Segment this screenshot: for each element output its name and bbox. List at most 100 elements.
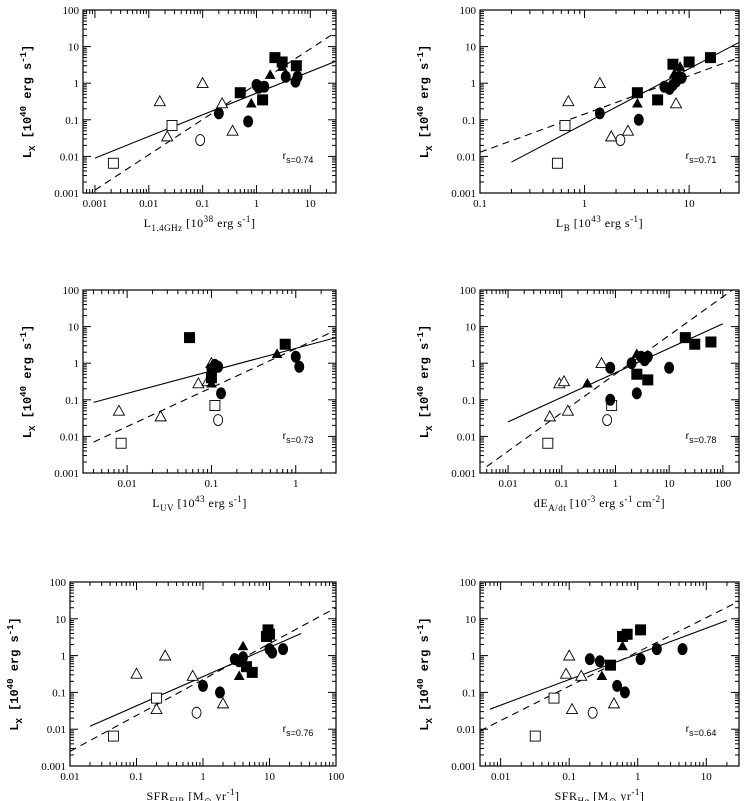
y-tick-label: 0.001	[54, 188, 79, 200]
data-point-filled-circle	[605, 361, 616, 374]
x-tick-label: 1	[200, 771, 206, 783]
data-point-filled-circle	[594, 107, 605, 120]
y-tick-label: 10	[465, 614, 477, 626]
data-point-filled-circle	[664, 361, 675, 374]
data-point-open-triangle	[593, 76, 607, 89]
data-point-filled-square	[683, 56, 695, 68]
y-axis-label: LX [1040 erg s-1]	[19, 45, 38, 158]
y-tick-label: 10	[465, 322, 477, 334]
data-point-filled-circle	[267, 646, 278, 659]
y-tick-label: 100	[460, 577, 477, 589]
x-tick-label: 0.1	[205, 478, 219, 490]
x-tick-label: 0.1	[473, 198, 487, 210]
data-point-filled-circle	[584, 653, 595, 666]
data-point-open-triangle	[158, 649, 172, 661]
data-point-open-triangle	[595, 356, 608, 369]
y-tick-label: 0.1	[52, 687, 66, 699]
y-tick-label: 1	[74, 78, 80, 90]
y-tick-label: 10	[68, 322, 80, 334]
data-point-open-triangle	[186, 669, 199, 681]
data-point-open-circle	[213, 414, 224, 426]
data-point-filled-triangle	[668, 68, 680, 78]
data-point-filled-square	[246, 666, 258, 678]
data-point-open-circle	[587, 706, 598, 719]
x-tick-label: 1	[582, 198, 588, 210]
data-point-open-triangle	[150, 702, 163, 715]
data-point-open-triangle	[192, 377, 205, 389]
y-tick-label: 100	[50, 577, 67, 589]
data-point-filled-square	[234, 87, 246, 99]
y-tick-label: 100	[460, 285, 477, 297]
data-point-open-triangle	[559, 667, 573, 679]
data-point-filled-square	[290, 60, 302, 72]
data-point-filled-circle	[631, 387, 642, 400]
x-tick-label: 100	[328, 771, 345, 783]
data-point-filled-triangle	[596, 670, 608, 681]
data-point-open-square	[551, 157, 563, 169]
data-point-filled-square	[679, 332, 691, 344]
x-tick-label: 0.01	[117, 478, 136, 490]
data-point-filled-square	[631, 368, 643, 380]
data-point-open-triangle	[562, 94, 575, 107]
correlation-label: rs=0.71	[686, 150, 717, 165]
chart-panel-4: 0.001 0.01 0.1 1 10 100 0.01 0.1 1 10 100 dEA/dt [1…	[416, 285, 740, 513]
data-point-filled-triangle	[237, 640, 249, 651]
y-tick-label: 0.01	[47, 724, 66, 736]
y-tick-label: 100	[63, 5, 80, 17]
x-tick-label: 10	[664, 478, 676, 490]
chart-panel-3: 0.001 0.01 0.1 1 10 100 0.01 0.1 1 LUV [1043 erg …	[19, 285, 337, 513]
data-point-filled-square	[257, 94, 269, 106]
data-point-filled-triangle	[233, 670, 245, 681]
data-point-open-square	[542, 437, 554, 449]
x-tick-label: 0.1	[555, 478, 569, 490]
data-point-filled-square	[704, 52, 716, 64]
correlation-label: rs=0.74	[283, 150, 314, 165]
data-point-open-square	[107, 730, 119, 742]
y-tick-label: 0.01	[457, 151, 476, 163]
x-tick-label: 10	[701, 771, 713, 783]
data-point-filled-circle	[290, 350, 301, 363]
y-tick-label: 1	[471, 78, 477, 90]
data-point-filled-circle	[213, 107, 224, 120]
data-point-filled-circle	[605, 393, 616, 406]
correlation-label: rs=0.73	[283, 430, 314, 445]
data-point-open-triangle	[669, 97, 683, 109]
data-point-filled-circle	[626, 357, 637, 370]
data-point-filled-circle	[259, 80, 270, 93]
data-point-open-triangle	[561, 404, 575, 416]
data-point-filled-triangle	[632, 97, 643, 108]
data-point-open-triangle	[565, 702, 579, 715]
fit-line-solid	[511, 41, 739, 163]
data-point-open-triangle	[557, 374, 571, 387]
x-tick-label: 0.001	[83, 198, 108, 210]
y-tick-label: 0.001	[54, 468, 79, 480]
data-point-open-triangle	[153, 94, 167, 107]
x-tick-label: 0.01	[491, 771, 510, 783]
data-point-filled-circle	[214, 686, 225, 699]
y-tick-label: 10	[68, 42, 80, 54]
data-point-filled-triangle	[271, 348, 283, 358]
data-point-filled-circle	[280, 70, 291, 83]
data-point-open-circle	[195, 134, 206, 146]
data-point-filled-triangle	[582, 377, 593, 388]
data-point-filled-square	[652, 94, 664, 106]
data-point-filled-square	[689, 338, 701, 350]
data-point-filled-circle	[633, 113, 644, 126]
data-point-filled-square	[705, 336, 717, 348]
data-point-open-square	[559, 120, 571, 131]
x-tick-label: 0.1	[196, 198, 210, 210]
correlation-label: rs=0.78	[686, 430, 717, 445]
data-point-open-square	[107, 157, 119, 169]
data-point-open-square	[529, 730, 541, 742]
data-point-filled-circle	[213, 360, 224, 373]
data-point-filled-circle	[198, 679, 208, 692]
x-tick-label: 0.1	[562, 771, 576, 783]
x-tick-label: 1	[293, 478, 299, 490]
x-tick-label: 0.1	[130, 771, 144, 783]
fit-line-dashed	[70, 607, 336, 752]
y-tick-label: 0.001	[41, 761, 66, 773]
data-point-filled-square	[184, 332, 196, 344]
data-point-open-triangle	[604, 130, 618, 142]
data-point-filled-circle	[612, 679, 623, 692]
